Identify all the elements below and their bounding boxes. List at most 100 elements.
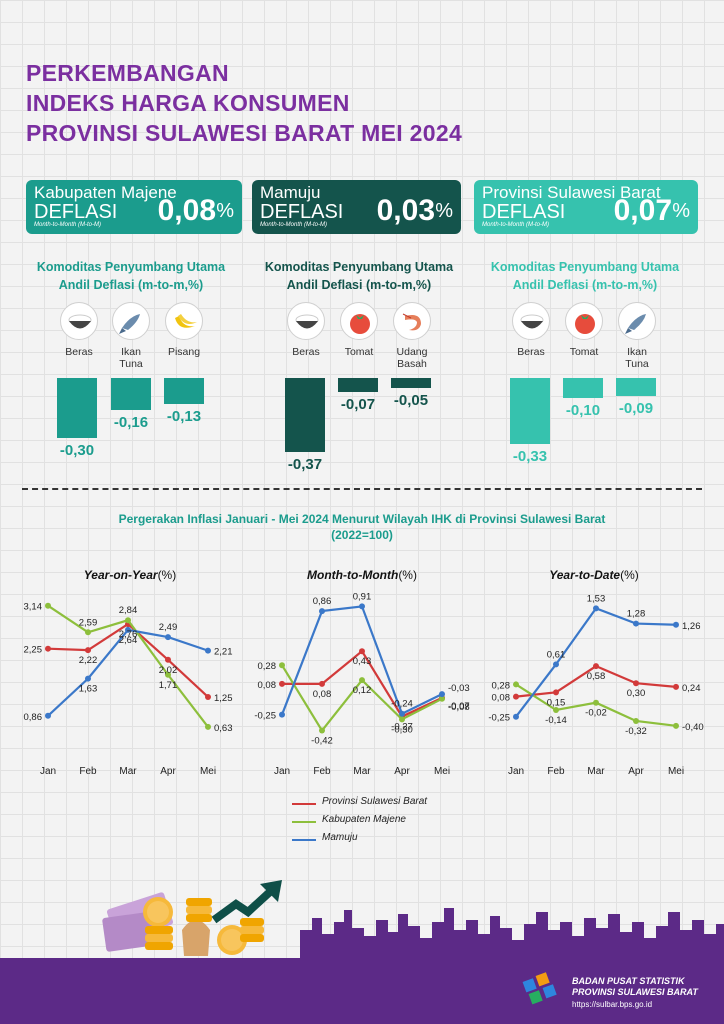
data-point [205, 693, 211, 700]
legend-item-majene: Kabupaten Majene [292, 814, 492, 832]
commodity-name: Tomat [569, 346, 599, 358]
x-tick-label: Apr [628, 766, 644, 777]
x-tick-label: Jan [40, 766, 56, 777]
data-label: -0,25 [488, 713, 510, 724]
commodities-title-sulbar: Komoditas Penyumbang Utama Andil Deflasi… [470, 258, 700, 294]
city-skyline-illustration [300, 908, 724, 960]
bar-sulbar-ikan-tuna [616, 378, 656, 396]
commodities-title-line-1: Komoditas Penyumbang Utama [490, 260, 680, 274]
data-label: 0,91 [353, 591, 372, 602]
section-title-line-2: (2022=100) [331, 528, 393, 542]
commodities-title-line-2: Andil Deflasi (m-to-m,%) [286, 278, 432, 292]
data-point [319, 608, 325, 615]
data-point [673, 621, 679, 628]
commodities-title-line-2: Andil Deflasi (m-to-m,%) [512, 278, 658, 292]
data-label: 2,25 [24, 645, 43, 656]
org-line-2: PROVINSI SULAWESI BARAT [572, 987, 698, 997]
data-point [125, 626, 131, 633]
data-label: 0,86 [24, 712, 43, 723]
x-tick-label: Feb [79, 766, 97, 777]
x-tick-label: Feb [313, 766, 331, 777]
commodity-name: Ikan [627, 346, 647, 358]
bar-value: -0,09 [618, 400, 654, 417]
data-point [359, 677, 365, 684]
data-point [85, 675, 91, 682]
x-tick-label: Jan [508, 766, 524, 777]
commodity-name: Pisang [167, 346, 201, 358]
x-tick-label: Apr [160, 766, 176, 777]
legend-swatch [292, 803, 316, 805]
data-point [673, 683, 679, 690]
data-point [205, 723, 211, 730]
series-line [281, 664, 443, 733]
data-label: -0,07 [448, 701, 470, 712]
commodity-name-2: Tuna [625, 358, 649, 370]
data-label: 2,64 [119, 635, 138, 646]
footer-bar [0, 958, 724, 1024]
data-label: 0,28 [258, 661, 277, 672]
data-label: -0,27 [391, 722, 413, 733]
data-point [513, 693, 519, 700]
bar-value: -0,05 [393, 392, 429, 409]
org-line-1: BADAN PUSAT STATISTIK [572, 976, 685, 986]
data-point [439, 691, 445, 698]
commodities-title-line-1: Komoditas Penyumbang Utama [36, 260, 226, 274]
bar-value: -0,10 [565, 402, 601, 419]
data-point [205, 647, 211, 654]
chart-title-ytd: Year-to-Date(%) [494, 568, 694, 582]
commodity-name: Beras [65, 346, 93, 358]
banana-icon [165, 302, 203, 340]
fish-icon [618, 302, 656, 340]
title-line-3: PROVINSI SULAWESI BARAT MEI 2024 [26, 120, 463, 146]
data-label: -0,32 [625, 726, 647, 737]
x-tick-label: Mei [434, 766, 450, 777]
data-label: 2,21 [214, 647, 233, 658]
bar-value: -0,07 [340, 396, 376, 413]
data-point [633, 680, 639, 687]
bar-mamuju-tomat [338, 378, 378, 392]
data-label: -0,30 [391, 724, 413, 735]
data-label: -0,40 [682, 722, 704, 733]
data-label: 2,59 [79, 617, 98, 628]
commodity-name-2: Tuna [119, 358, 143, 370]
data-label: 2,84 [119, 605, 138, 616]
data-point [85, 647, 91, 654]
line-chart-year-to-date: Jan Feb Mar Apr Mei 0,08 0,15 0,58 0,30 0,24 0,28 -… [488, 593, 704, 777]
data-point [45, 645, 51, 652]
bar-value: -0,33 [512, 448, 548, 465]
data-label: -0,25 [254, 711, 276, 722]
data-point [673, 722, 679, 729]
data-label: -0,02 [585, 708, 607, 719]
bar-sulbar-tomat [563, 378, 603, 398]
bps-logo-icon [522, 972, 557, 1005]
data-point [319, 727, 325, 734]
data-label: 0,61 [547, 649, 566, 660]
percent-sign: % [672, 200, 690, 222]
commodity-label: Pisang [154, 346, 214, 358]
commodity-label: Beras [276, 346, 336, 358]
data-label: 0,86 [313, 596, 332, 607]
deflation-value: 0,08 [157, 194, 216, 227]
chart-title-text: Month-to-Month [307, 568, 399, 582]
data-label: 2,02 [159, 665, 178, 676]
region-name: Mamuju [260, 183, 321, 202]
data-point [593, 663, 599, 670]
commodity-name-2: Basah [397, 358, 427, 370]
status-label: DEFLASI [482, 201, 566, 223]
commodity-label: Beras [49, 346, 109, 358]
data-label: -0,42 [311, 736, 333, 747]
x-tick-label: Mar [587, 766, 605, 777]
bar-mamuju-udang-basah [391, 378, 431, 388]
legend-item-mamuju: Mamuju [292, 832, 492, 850]
rice-bowl-icon [512, 302, 550, 340]
commodity-label: Beras [501, 346, 561, 358]
data-point [439, 695, 445, 702]
chart-legend: Provinsi Sulawesi Barat Kabupaten Majene… [292, 796, 492, 850]
data-point [165, 656, 171, 663]
line-chart-month-to-month: Jan Feb Mar Apr Mei 0,08 0,08 0,43 -0,27 -0,07 0,2… [254, 591, 470, 777]
commodity-name: Ikan [121, 346, 141, 358]
bar-majene-pisang [164, 378, 204, 404]
x-tick-label: Mei [668, 766, 684, 777]
data-point [45, 602, 51, 609]
bar-value: -0,16 [113, 414, 149, 431]
